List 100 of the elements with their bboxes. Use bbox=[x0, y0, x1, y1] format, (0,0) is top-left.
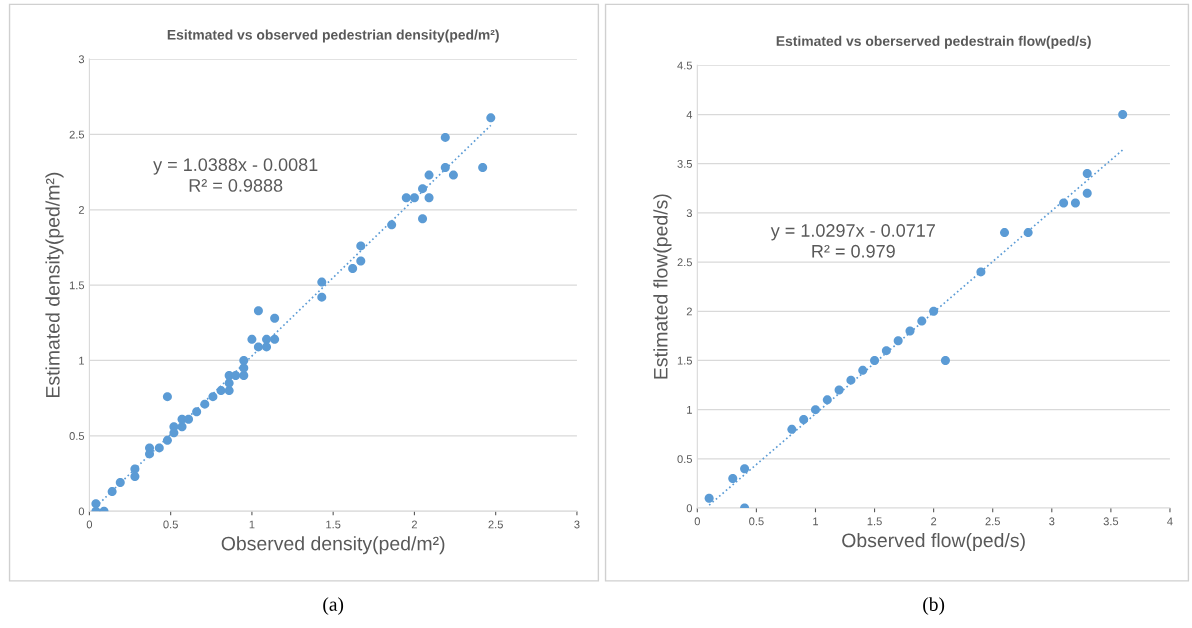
point bbox=[740, 464, 750, 474]
point bbox=[1023, 228, 1033, 238]
point bbox=[356, 256, 366, 266]
y-tick-label: 3 bbox=[686, 209, 692, 218]
point bbox=[317, 292, 327, 302]
y-tick-label: 2 bbox=[686, 307, 692, 316]
x-tick-label: 0 bbox=[694, 517, 700, 526]
point bbox=[704, 493, 714, 503]
point bbox=[881, 346, 891, 356]
point bbox=[424, 170, 434, 180]
point bbox=[834, 385, 844, 395]
y-tick-label: 4.5 bbox=[677, 61, 692, 70]
point bbox=[130, 472, 140, 482]
point bbox=[270, 334, 280, 344]
point bbox=[348, 264, 358, 274]
text: (a) bbox=[323, 597, 344, 615]
point bbox=[1118, 110, 1128, 120]
point bbox=[440, 132, 450, 142]
y-tick-label: 0.5 bbox=[69, 432, 85, 440]
point bbox=[1082, 169, 1092, 179]
y-tick-label: 2.5 bbox=[69, 130, 85, 139]
x-tick-label: 4 bbox=[1167, 517, 1173, 526]
y-axis-title: Estimated flow(ped/s) bbox=[653, 194, 672, 379]
point bbox=[1070, 198, 1080, 208]
x-tick-label: 3 bbox=[1049, 517, 1055, 526]
point bbox=[787, 424, 797, 434]
point bbox=[1000, 228, 1010, 238]
point bbox=[262, 334, 272, 344]
y-tick-label: 0.5 bbox=[677, 455, 692, 463]
point bbox=[905, 326, 915, 336]
point bbox=[728, 474, 738, 484]
point bbox=[115, 478, 125, 488]
point bbox=[107, 487, 117, 497]
y-tick-label: 1 bbox=[79, 356, 84, 365]
point bbox=[486, 113, 496, 123]
point bbox=[387, 220, 397, 230]
point bbox=[448, 170, 458, 180]
x-tick-label: 1 bbox=[249, 520, 255, 529]
x-tick-label: 0 bbox=[86, 520, 93, 529]
y-tick-label: 2.5 bbox=[677, 258, 692, 267]
point bbox=[976, 267, 986, 277]
point bbox=[253, 306, 263, 316]
annotation: y = 1.0297x - 0.0717 R² = 0.979 bbox=[770, 224, 935, 258]
point bbox=[184, 414, 194, 424]
point bbox=[810, 405, 820, 415]
x-tick-label: 3.5 bbox=[1103, 517, 1119, 526]
text: (b) bbox=[923, 597, 945, 615]
x-tick-label: 3 bbox=[574, 520, 580, 529]
x-tick-label: 0.5 bbox=[749, 517, 764, 526]
point bbox=[917, 316, 927, 326]
point bbox=[91, 499, 101, 509]
point bbox=[247, 334, 257, 344]
x-tick-label: 1.5 bbox=[867, 517, 882, 526]
point bbox=[200, 399, 210, 409]
point bbox=[162, 435, 172, 445]
y-tick-label: 1.5 bbox=[677, 356, 692, 365]
x-tick-label: 1.5 bbox=[326, 520, 341, 529]
point bbox=[799, 415, 809, 424]
point bbox=[130, 464, 140, 474]
point bbox=[418, 214, 428, 224]
x-tick-label: 2.5 bbox=[985, 517, 1000, 526]
point bbox=[317, 277, 327, 287]
point bbox=[1082, 188, 1092, 198]
y-tick-label: 3 bbox=[78, 55, 85, 64]
y-tick-label: 0 bbox=[686, 504, 693, 513]
point bbox=[440, 163, 450, 173]
point bbox=[162, 392, 172, 402]
y-tick-label: 1 bbox=[687, 406, 692, 414]
y-axis-title: Estimated density(ped/m²) bbox=[45, 172, 64, 397]
point bbox=[424, 193, 434, 203]
point bbox=[356, 241, 366, 251]
point bbox=[270, 313, 280, 323]
y-tick-label: 4 bbox=[686, 110, 693, 119]
point bbox=[858, 365, 868, 375]
point bbox=[929, 306, 939, 316]
point bbox=[846, 375, 856, 385]
point bbox=[893, 336, 903, 346]
point bbox=[239, 355, 249, 365]
chart-title: Esitmated vs observed pedestrian density(ped/m²) bbox=[167, 29, 499, 43]
point bbox=[401, 193, 411, 203]
y-tick-label: 3.5 bbox=[677, 159, 692, 168]
point bbox=[154, 443, 164, 453]
point bbox=[478, 163, 488, 173]
point bbox=[1059, 198, 1069, 208]
point bbox=[418, 184, 428, 194]
point bbox=[216, 386, 226, 396]
point bbox=[239, 371, 249, 381]
point bbox=[822, 395, 832, 405]
x-tick-label: 2.5 bbox=[488, 520, 503, 529]
point bbox=[208, 392, 218, 402]
x-axis-title: Observed flow(ped/s) bbox=[842, 532, 1025, 552]
x-axis-title: Observed density(ped/m²) bbox=[221, 536, 445, 555]
y-tick-label: 1.5 bbox=[69, 281, 85, 290]
annotation: y = 1.0388x - 0.0081 R² = 0.9888 bbox=[153, 158, 318, 192]
point bbox=[870, 355, 880, 365]
x-tick-label: 2 bbox=[931, 517, 937, 526]
point bbox=[409, 193, 419, 203]
x-tick-label: 1 bbox=[813, 517, 819, 526]
chart-title: Estimated vs oberserved pedestrain flow(ped/s) bbox=[776, 35, 1091, 49]
point bbox=[192, 407, 202, 417]
